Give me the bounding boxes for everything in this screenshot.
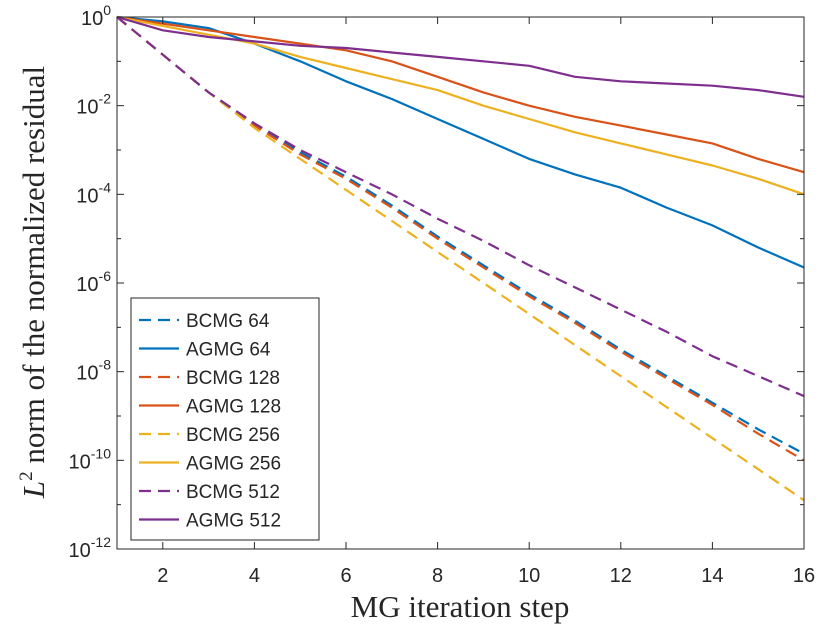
y-axis-label: L2 norm of the normalized residual	[16, 66, 51, 499]
y-tick-power: -8	[99, 357, 112, 373]
x-tick-label: 2	[157, 565, 168, 587]
legend-label-agmg-64: AGMG 64	[186, 340, 271, 361]
y-tick-power: -4	[99, 179, 112, 195]
y-tick-label: 10-2	[76, 91, 111, 119]
x-tick-label: 6	[340, 565, 351, 587]
y-tick-label: 100	[81, 2, 111, 30]
y-tick-base: 10	[76, 274, 98, 296]
series-line-agmg-512	[116, 15, 805, 98]
y-tick-label: 10-10	[69, 445, 112, 473]
y-tick-base: 10	[76, 97, 98, 119]
y-axis-label-exponent: 2	[16, 471, 37, 481]
legend-label-bcmg-64: BCMG 64	[186, 311, 270, 332]
legend-label-agmg-128: AGMG 128	[186, 397, 281, 418]
y-axis-label-text: norm of the normalized residual	[16, 66, 51, 464]
x-tick-label: 12	[610, 565, 632, 587]
series-line-agmg-128	[116, 15, 805, 174]
y-tick-power: -10	[91, 445, 111, 461]
series-line-bcmg-64	[116, 16, 805, 455]
x-tick-label: 8	[432, 565, 443, 587]
y-tick-label: 10-8	[76, 357, 111, 385]
x-tick-label: 10	[518, 565, 540, 587]
y-tick-label: 10-6	[76, 268, 111, 296]
series-line-bcmg-512	[116, 16, 805, 398]
y-tick-label: 10-4	[76, 179, 111, 207]
series-line-bcmg-256	[116, 16, 805, 502]
y-axis-label-symbol: L	[16, 481, 51, 499]
y-tick-label: 10-12	[69, 534, 112, 562]
legend-label-agmg-512: AGMG 512	[186, 511, 281, 532]
y-tick-base: 10	[81, 8, 103, 30]
y-tick-power: -6	[99, 268, 112, 284]
y-tick-power: -12	[91, 534, 111, 550]
y-tick-base: 10	[69, 451, 91, 473]
legend-label-agmg-256: AGMG 256	[186, 454, 281, 475]
y-axis-label-space	[16, 464, 51, 472]
x-tick-label: 16	[793, 565, 815, 587]
y-tick-power: -2	[99, 91, 112, 107]
axes-layer: 2 4 6 8 10 12 14 1610010-210-410-610-810-1010-1…	[69, 2, 816, 587]
y-tick-base: 10	[76, 363, 98, 385]
series-layer	[116, 15, 805, 502]
y-tick-power: 0	[103, 2, 111, 18]
y-tick-base: 10	[69, 540, 91, 562]
legend-label-bcmg-128: BCMG 128	[186, 368, 280, 389]
x-axis-label: MG iteration step	[351, 589, 570, 624]
series-line-bcmg-128	[116, 16, 805, 462]
x-tick-label: 4	[249, 565, 260, 587]
y-tick-base: 10	[76, 185, 98, 207]
legend-label-bcmg-512: BCMG 512	[186, 482, 280, 503]
legend: BCMG 64 AGMG 64 BCMG 128 AGMG 128 BCMG 256 AG…	[130, 297, 320, 541]
series-line-agmg-64	[116, 15, 805, 269]
x-tick-label: 14	[701, 565, 723, 587]
legend-label-bcmg-256: BCMG 256	[186, 425, 280, 446]
legend-box	[130, 297, 320, 541]
